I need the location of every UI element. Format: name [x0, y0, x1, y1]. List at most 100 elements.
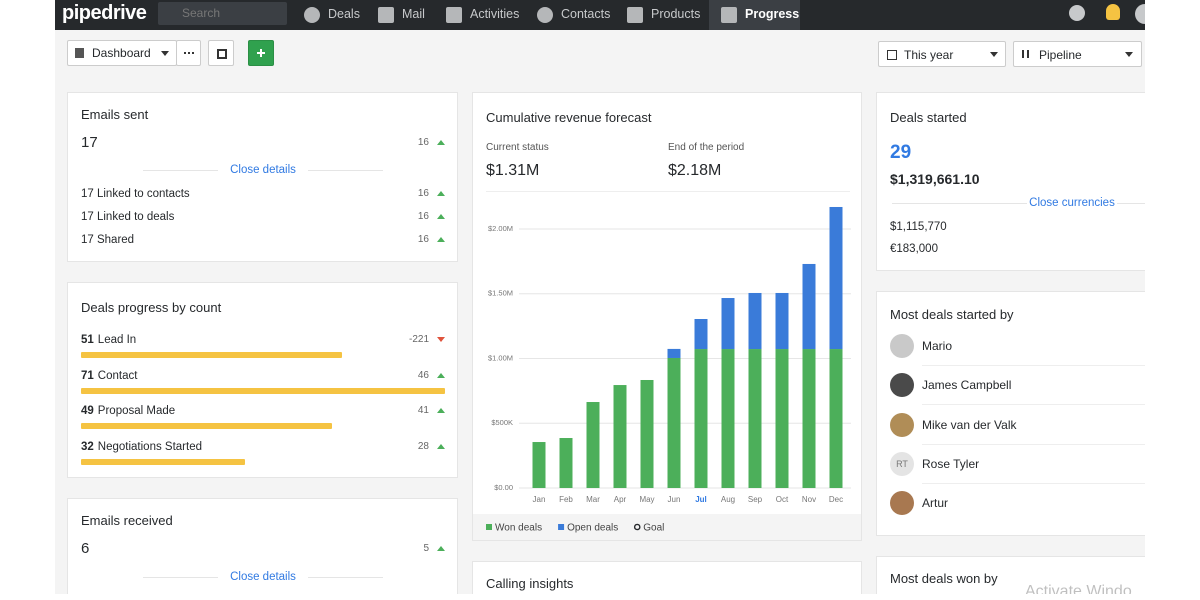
revenue-forecast-card: Cumulative revenue forecast Current statu… [472, 92, 862, 541]
fullscreen-icon [217, 49, 227, 59]
stat-value: $2.18M [668, 162, 722, 179]
most-deals-started-card: Most deals started by Mario James Campbell… [876, 291, 1145, 536]
avatar [890, 334, 914, 358]
tips-icon[interactable] [1106, 4, 1120, 20]
dashboard-button[interactable]: Dashboard [67, 40, 177, 66]
bar-segment [532, 442, 546, 488]
currency-row: $1,115,770 [890, 221, 947, 233]
more-button[interactable] [176, 40, 201, 66]
bar-segment [829, 349, 843, 488]
nav-label: Mail [402, 7, 425, 21]
card-title: Most deals started by [890, 307, 1014, 322]
calendar-icon [887, 50, 897, 60]
bar-segment [775, 349, 789, 488]
stage-count: 71 [81, 369, 94, 382]
metric-value: 17 [81, 134, 98, 151]
dashboard: Dashboard This year Pipeline Emails sent 17 1… [55, 0, 1145, 594]
nav-item[interactable]: Deals [304, 0, 384, 30]
bar-segment [694, 349, 708, 488]
trend-up-icon [437, 237, 445, 242]
add-button[interactable] [248, 40, 274, 66]
nav-item[interactable]: Activities [446, 0, 526, 30]
emails-sent-card: Emails sent 17 16 Close details 17 Linked to… [67, 92, 458, 262]
x-tick-label: Feb [559, 495, 573, 504]
details-link[interactable]: Close currencies [1029, 197, 1115, 209]
app: pipedrive Search Deals Mail Activities Contac… [55, 0, 1145, 594]
deals-count: 29 [890, 142, 912, 163]
nav-item[interactable]: Products [627, 0, 707, 30]
legend-goal-marker [633, 523, 641, 531]
bar-segment [640, 379, 654, 488]
bar-segment [802, 349, 816, 488]
x-tick-label: Apr [614, 495, 627, 504]
trend-up-icon [437, 191, 445, 196]
nav-label: Contacts [561, 7, 611, 21]
x-tick-label: Jun [668, 495, 681, 504]
trend-up-icon [437, 546, 445, 551]
pipeline-select[interactable]: Pipeline [1013, 41, 1142, 67]
metric-change: 5 [423, 543, 429, 554]
bar-segment [748, 292, 762, 350]
stage-name: Contact [97, 369, 138, 382]
details-link[interactable]: Close details [230, 571, 296, 583]
x-tick-label: Jul [695, 495, 707, 504]
period-select[interactable]: This year [878, 41, 1006, 67]
progress-bar [81, 352, 343, 358]
progress-bar [81, 458, 246, 465]
pipeline-icon [1022, 50, 1029, 58]
stage-label: 71 Contact [81, 367, 137, 385]
stat-label: End of the period [668, 142, 745, 153]
progress-bar [81, 423, 333, 429]
details-link[interactable]: Close details [230, 164, 296, 176]
y-tick-label: $2.00M [488, 224, 513, 233]
help-icon[interactable] [1069, 5, 1085, 21]
nav-icon [627, 7, 643, 23]
trend-up-icon [437, 443, 445, 449]
avatar [890, 412, 914, 437]
fullscreen-button[interactable] [208, 40, 234, 66]
search-box[interactable]: Search [158, 2, 287, 25]
person-name: Artur [922, 496, 949, 511]
top-bar: pipedrive Search Deals Mail Activities Contac… [55, 0, 1145, 30]
x-tick-label: Aug [721, 495, 735, 504]
card-title: Calling insights [486, 576, 574, 591]
y-tick-label: $1.00M [488, 353, 513, 362]
divider [143, 577, 218, 578]
nav-label: Deals [328, 7, 360, 21]
detail-change: 16 [417, 188, 429, 199]
stage-name: Negotiations Started [97, 440, 202, 453]
logo: pipedrive [62, 2, 147, 24]
nav-item[interactable]: Contacts [537, 0, 617, 30]
x-tick-label: Jan [533, 495, 546, 504]
y-tick-label: $1.50M [488, 289, 513, 298]
stat-value: $1.31M [486, 162, 540, 179]
stage-name: Proposal Made [97, 405, 176, 417]
nav-icon [304, 7, 320, 23]
legend-swatch [486, 524, 492, 530]
stage-change: -221 [408, 334, 429, 345]
currency-row: €183,000 [890, 243, 938, 255]
detail-row: 17 Linked to contacts [81, 188, 190, 200]
bar-segment [802, 263, 816, 350]
stage-label: 32 Negotiations Started [81, 438, 202, 456]
divider [922, 404, 1145, 406]
nav-item[interactable]: Progress [709, 0, 800, 30]
avatar [890, 491, 914, 516]
calling-insights-card: Calling insights [472, 561, 862, 594]
y-tick-label: $0.00 [494, 483, 513, 492]
profile-icon[interactable] [1135, 4, 1145, 24]
bar-segment [667, 348, 681, 358]
card-title: Emails received [81, 513, 173, 528]
dashboard-icon [75, 48, 84, 58]
divider [486, 191, 850, 192]
deals-started-card: Deals started 29 $1,319,661.10 Close curren… [876, 92, 1145, 271]
person-name: Mario [922, 339, 953, 353]
divider [1117, 203, 1145, 204]
stage-label: 49 Proposal Made [81, 402, 175, 420]
nav-icon [537, 7, 553, 23]
nav-item[interactable]: Mail [378, 0, 458, 30]
x-tick-label: Oct [776, 495, 789, 504]
metric-value: 6 [81, 540, 90, 557]
stage-change: 41 [417, 405, 429, 416]
dashboard-label: Dashboard [92, 46, 151, 60]
